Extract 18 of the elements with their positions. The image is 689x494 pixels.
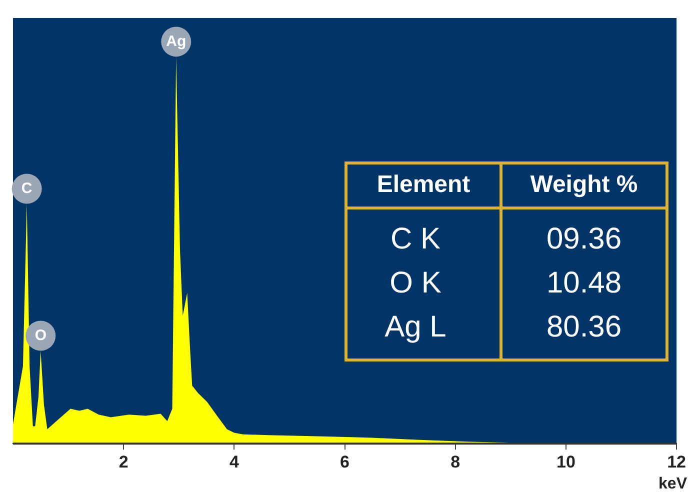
annotation: 80.36 [546,310,622,344]
annotation: 09.36 [546,222,622,256]
x-tick-label: 10 [556,452,576,472]
x-tick-label: 4 [229,452,240,472]
annotation: C K [390,222,441,256]
annotation: O K [390,266,442,300]
annotation: Weight % [530,171,638,198]
x-tick-label: 6 [340,452,350,472]
annotation: Ag L [384,310,446,344]
annotation: Ag [166,32,186,50]
x-tick-label: 12 [667,452,686,472]
x-tick-label: 8 [450,452,460,472]
x-axis-title: keV [658,475,688,492]
annotation: O [34,326,47,344]
annotation: Element [376,171,470,198]
annotation: C [21,180,32,197]
annotation: 10.48 [546,266,622,300]
x-tick-label: 2 [118,452,128,472]
